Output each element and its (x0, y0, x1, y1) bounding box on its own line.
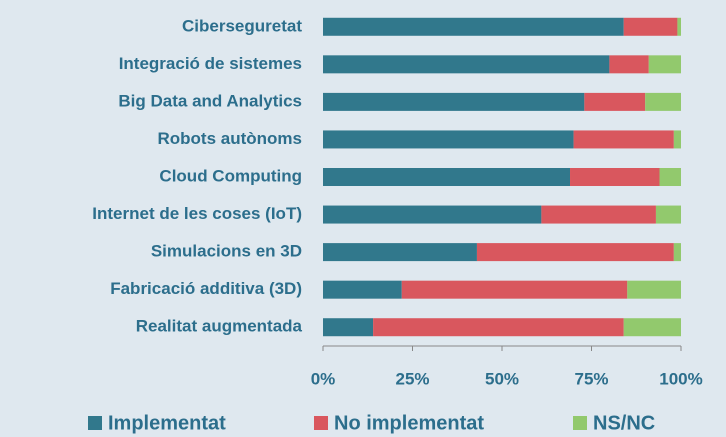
bar-segment (323, 280, 402, 299)
bar-segment (323, 168, 571, 186)
legend-label: No implementat (334, 412, 484, 434)
bar-segment (627, 280, 681, 299)
bar-segment (323, 130, 574, 149)
bar-segment (677, 17, 681, 36)
bar-segment (323, 17, 624, 36)
legend-swatch (88, 416, 102, 430)
bar-segment (323, 243, 477, 262)
legend-swatch (314, 416, 328, 430)
bar-segment (323, 92, 585, 111)
bar-segment (573, 130, 674, 149)
bar-segment (673, 130, 681, 149)
x-tick-label: 100% (659, 369, 702, 388)
bar-segment (476, 243, 674, 262)
category-label: Realitat augmentada (136, 317, 303, 336)
bar-segment (401, 280, 628, 299)
category-label: Fabricació additiva (3D) (110, 279, 302, 298)
category-label: Robots autònoms (158, 129, 303, 148)
category-label: Internet de les coses (IoT) (92, 204, 302, 223)
bar-segment (673, 243, 681, 262)
legend-label: NS/NC (593, 412, 655, 434)
category-label: Ciberseguretat (182, 16, 302, 35)
bar-segment (323, 318, 374, 337)
bar-segment (623, 318, 681, 337)
legend-label: Implementat (108, 412, 226, 434)
bar-segment (541, 205, 656, 224)
bar-segment (373, 318, 624, 337)
category-label: Integració de sistemes (119, 54, 302, 73)
x-tick-label: 50% (485, 369, 519, 388)
category-label: Big Data and Analytics (118, 91, 302, 110)
bar-segment (323, 205, 542, 224)
bar-segment (659, 168, 681, 186)
category-label: Cloud Computing (159, 166, 302, 185)
bar-segment (570, 168, 660, 186)
x-tick-label: 25% (395, 369, 429, 388)
bar-segment (609, 55, 649, 74)
bar-segment (648, 55, 681, 74)
legend-swatch (573, 416, 587, 430)
bar-segment (323, 55, 610, 74)
x-tick-label: 0% (311, 369, 336, 388)
bar-segment (623, 17, 678, 36)
category-label: Simulacions en 3D (151, 242, 302, 261)
bar-segment (655, 205, 681, 224)
bar-segment (645, 92, 681, 111)
bar-segment (584, 92, 646, 111)
x-tick-label: 75% (574, 369, 608, 388)
